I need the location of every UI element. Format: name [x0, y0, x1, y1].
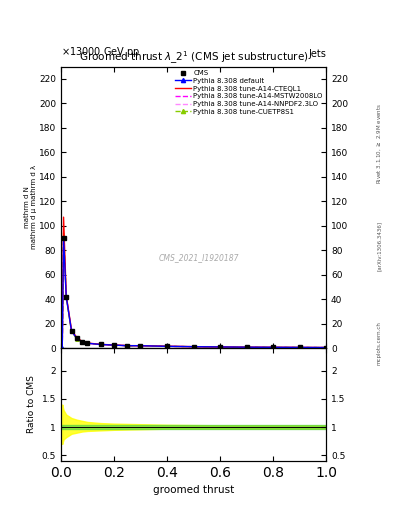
Title: Groomed thrust $\lambda\_2^1$ (CMS jet substructure): Groomed thrust $\lambda\_2^1$ (CMS jet s…	[79, 49, 309, 66]
Text: Rivet 3.1.10, $\geq$ 2.9M events: Rivet 3.1.10, $\geq$ 2.9M events	[375, 103, 383, 184]
Text: CMS_2021_I1920187: CMS_2021_I1920187	[159, 253, 239, 263]
Y-axis label: Ratio to CMS: Ratio to CMS	[27, 375, 36, 434]
Text: [arXiv:1306.3436]: [arXiv:1306.3436]	[377, 221, 382, 271]
Text: $\times$13000 GeV pp: $\times$13000 GeV pp	[61, 45, 140, 59]
Legend: CMS, Pythia 8.308 default, Pythia 8.308 tune-A14-CTEQL1, Pythia 8.308 tune-A14-M: CMS, Pythia 8.308 default, Pythia 8.308 …	[174, 69, 324, 116]
Y-axis label: mathrm d N
mathrm d μ mathrm d λ: mathrm d N mathrm d μ mathrm d λ	[24, 165, 37, 249]
Text: Jets: Jets	[309, 49, 326, 59]
X-axis label: groomed thrust: groomed thrust	[153, 485, 234, 495]
Text: mcplots.cern.ch: mcplots.cern.ch	[377, 321, 382, 365]
